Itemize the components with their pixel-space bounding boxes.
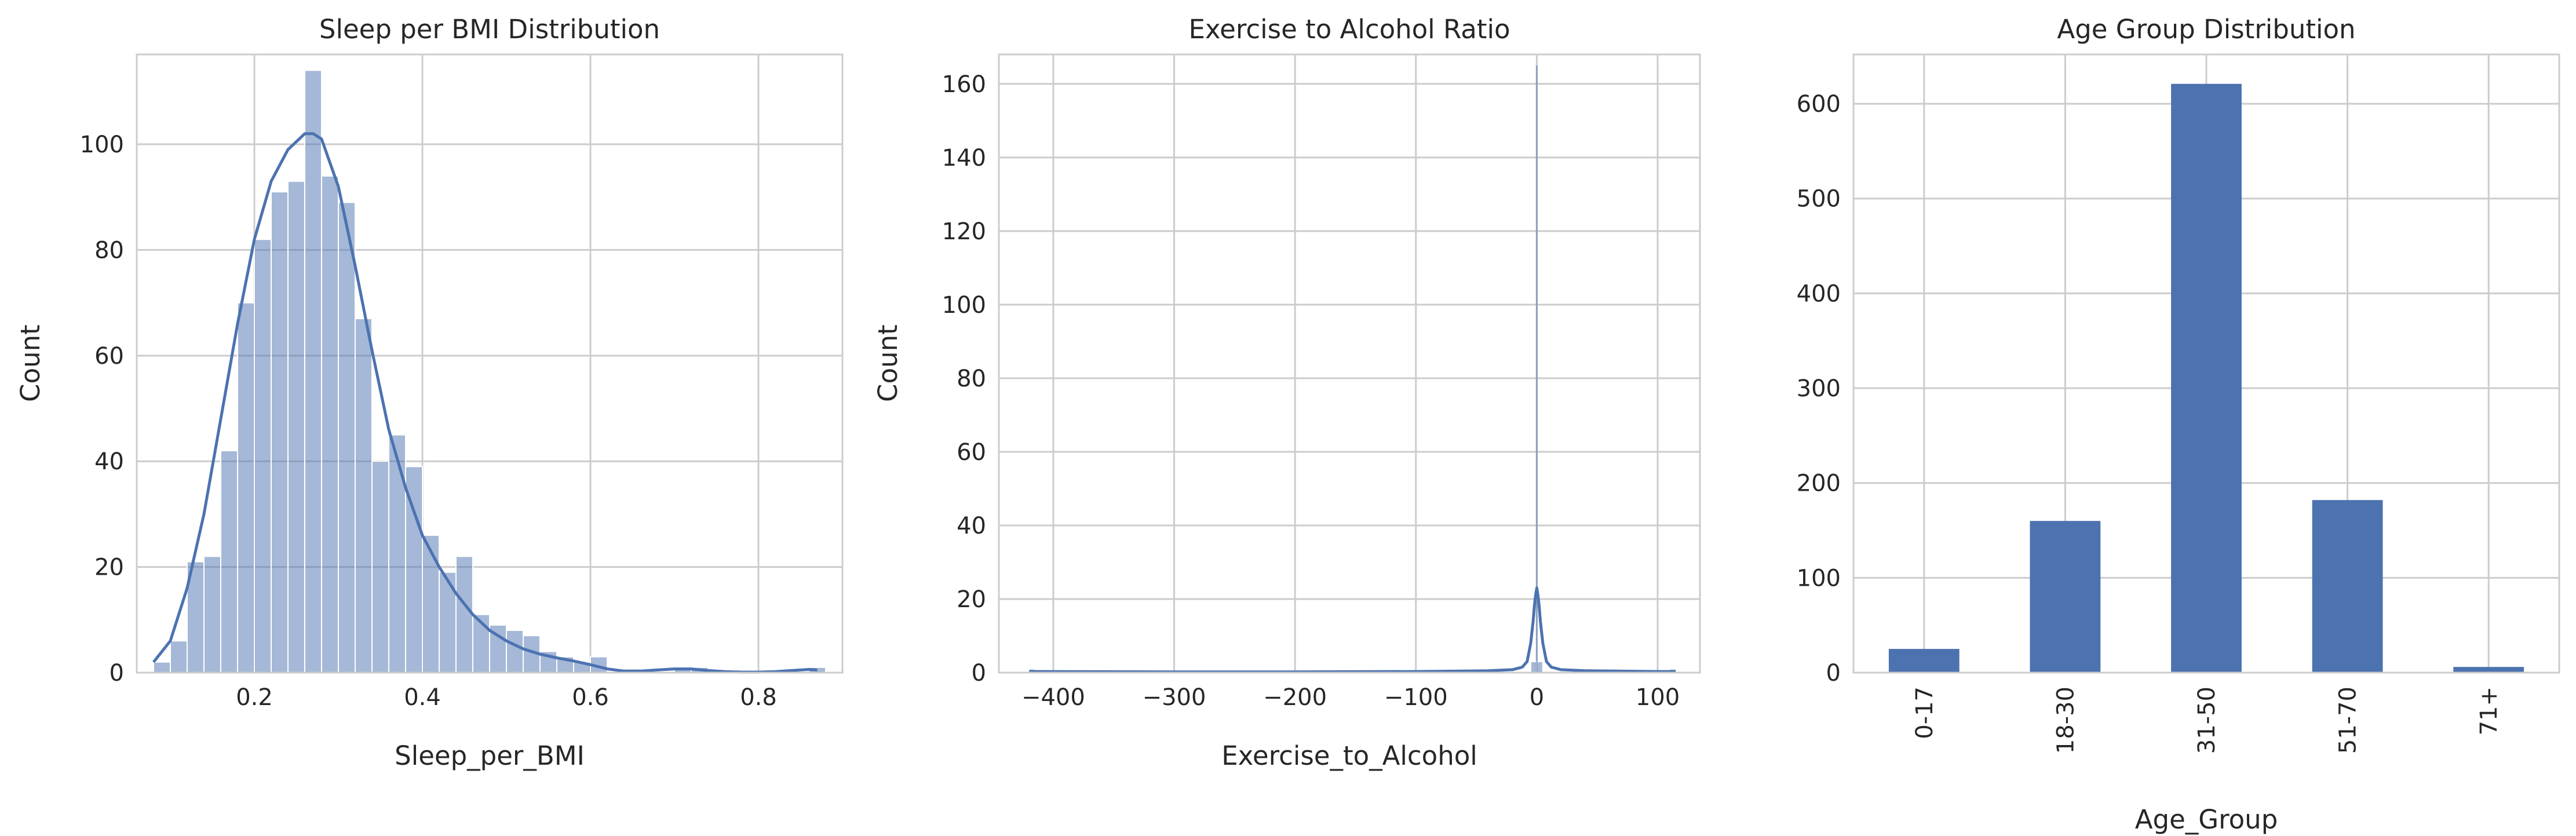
panel-3-bar: [2453, 667, 2524, 673]
panel-2-kde-line: [1029, 586, 1676, 674]
panel-1-yticks: 0 20 40 60 80 100: [80, 132, 124, 687]
panel-3-bar: [2312, 500, 2383, 673]
panel-2-frame: [998, 53, 1701, 674]
panel-3-ytick-label: 400: [1797, 280, 1841, 307]
panel-1-bar: [287, 180, 305, 674]
panel-3-ytick-label: 200: [1797, 470, 1841, 497]
panel-1-bar: [237, 302, 255, 673]
panel-1-xtick-label: 0.4: [404, 684, 441, 711]
panel-1-ytick-label: 40: [94, 448, 124, 475]
panel-age-group: 0-17 18-30 31-50 51-70 71+ 0 100 200 300 400 500 6…: [1797, 14, 2560, 835]
panel-3-xtick-label: 71+: [2476, 687, 2502, 735]
panel-1-bar: [338, 202, 356, 674]
panel-1-kde: [152, 132, 818, 674]
panel-1-ytick-label: 0: [110, 660, 124, 687]
panel-2-ytick-label: 80: [957, 366, 986, 392]
panel-2-ytick-label: 160: [942, 71, 986, 98]
panel-1-bar: [170, 640, 188, 674]
panel-1-bar: [371, 461, 389, 673]
panel-3-ytick-label: 500: [1797, 186, 1841, 213]
panel-3-bar: [2030, 521, 2101, 673]
panel-1-bar: [203, 556, 221, 673]
panel-3-bars: [1888, 83, 2524, 673]
panel-1-xticks: 0.2 0.4 0.6 0.8: [236, 684, 777, 711]
panel-1-bar: [153, 661, 171, 674]
panel-2-xlabel: Exercise_to_Alcohol: [1221, 740, 1477, 771]
panel-2-bar: [1536, 660, 1544, 673]
panel-2-title: Exercise to Alcohol Ratio: [1189, 14, 1510, 45]
panel-2-bar: [1530, 660, 1538, 673]
panel-2-ytick-label: 140: [942, 145, 986, 171]
panel-1-ytick-label: 20: [94, 554, 124, 581]
panel-1-ytick-label: 100: [80, 132, 124, 158]
panel-1-bar: [388, 434, 406, 673]
panel-2-ylabel: Count: [873, 324, 903, 402]
panel-2-spike-bar: [1535, 65, 1538, 673]
panel-2-xtick-label: −200: [1263, 684, 1327, 711]
panel-1-frame: [136, 53, 844, 674]
panel-1-bar: [405, 466, 423, 673]
panel-2-xtick-label: −400: [1021, 684, 1085, 711]
panel-exercise-to-alcohol: −400 −300 −200 −100 0 100 0 20 40 60 80 100 120 140 1…: [873, 14, 1701, 771]
panel-3-frame: [1852, 53, 2560, 674]
panel-3-bar: [2171, 83, 2242, 673]
panel-3-yticks: 0 100 200 300 400 500 600: [1797, 91, 1841, 687]
panel-2-ytick-label: 100: [942, 292, 986, 319]
panel-3-ytick-label: 0: [1826, 660, 1841, 687]
panel-1-ytick-label: 60: [94, 343, 124, 370]
panel-3-xticks: 0-17 18-30 31-50 51-70 71+: [1911, 687, 2502, 754]
panel-1-xtick-label: 0.6: [572, 684, 609, 711]
panel-3-xtick-label: 18-30: [2052, 687, 2079, 754]
panel-3-ytick-label: 300: [1797, 375, 1841, 402]
panel-2-yticks: 0 20 40 60 80 100 120 140 160: [942, 71, 986, 687]
panel-1-xlabel: Sleep_per_BMI: [395, 740, 585, 771]
panel-2-xticks: −400 −300 −200 −100 0 100: [1021, 684, 1680, 711]
panel-1-bar: [321, 175, 339, 673]
panel-1-title: Sleep per BMI Distribution: [319, 14, 660, 45]
panel-2-ytick-label: 60: [957, 439, 986, 466]
panel-3-xlabel: Age_Group: [2135, 804, 2278, 835]
panel-1-bar: [254, 239, 272, 673]
panel-1-bar: [455, 556, 473, 673]
panel-3-xtick-label: 0-17: [1911, 687, 1938, 739]
panel-3-title: Age Group Distribution: [2057, 14, 2355, 45]
panel-2-kde: [1029, 586, 1676, 674]
panel-sleep-per-bmi: 0.2 0.4 0.6 0.8 0 20 40 60 80 100 Sleep per BMI …: [15, 14, 844, 771]
panel-2-ytick-label: 40: [957, 513, 986, 539]
panel-1-ylabel: Count: [15, 324, 46, 402]
panel-1-bar: [506, 630, 524, 673]
panel-3-ytick-label: 600: [1797, 91, 1841, 118]
panel-1-ytick-label: 80: [94, 237, 124, 264]
panel-1-xtick-label: 0.8: [740, 684, 777, 711]
panel-1-kde-line: [152, 132, 818, 674]
panel-1-bar: [271, 191, 289, 674]
panel-1-bar: [220, 450, 238, 673]
panel-1-bar: [304, 70, 322, 673]
panel-2-xtick-label: 0: [1530, 684, 1544, 711]
panel-2-ytick-label: 0: [972, 660, 986, 687]
panel-2-ytick-label: 20: [957, 586, 986, 613]
panel-1-xtick-label: 0.2: [236, 684, 273, 711]
panel-3-bar: [1888, 649, 1960, 673]
panel-1-bar: [422, 534, 440, 674]
panel-3-xtick-label: 51-70: [2335, 687, 2362, 754]
panel-2-xtick-label: −100: [1384, 684, 1448, 711]
panel-3-xtick-label: 31-50: [2194, 687, 2220, 754]
panel-2-xtick-label: 100: [1636, 684, 1680, 711]
panel-2-ytick-label: 120: [942, 218, 986, 245]
panel-1-bar: [355, 317, 373, 673]
panel-3-ytick-label: 100: [1797, 565, 1841, 592]
panel-2-xtick-label: −300: [1143, 684, 1206, 711]
